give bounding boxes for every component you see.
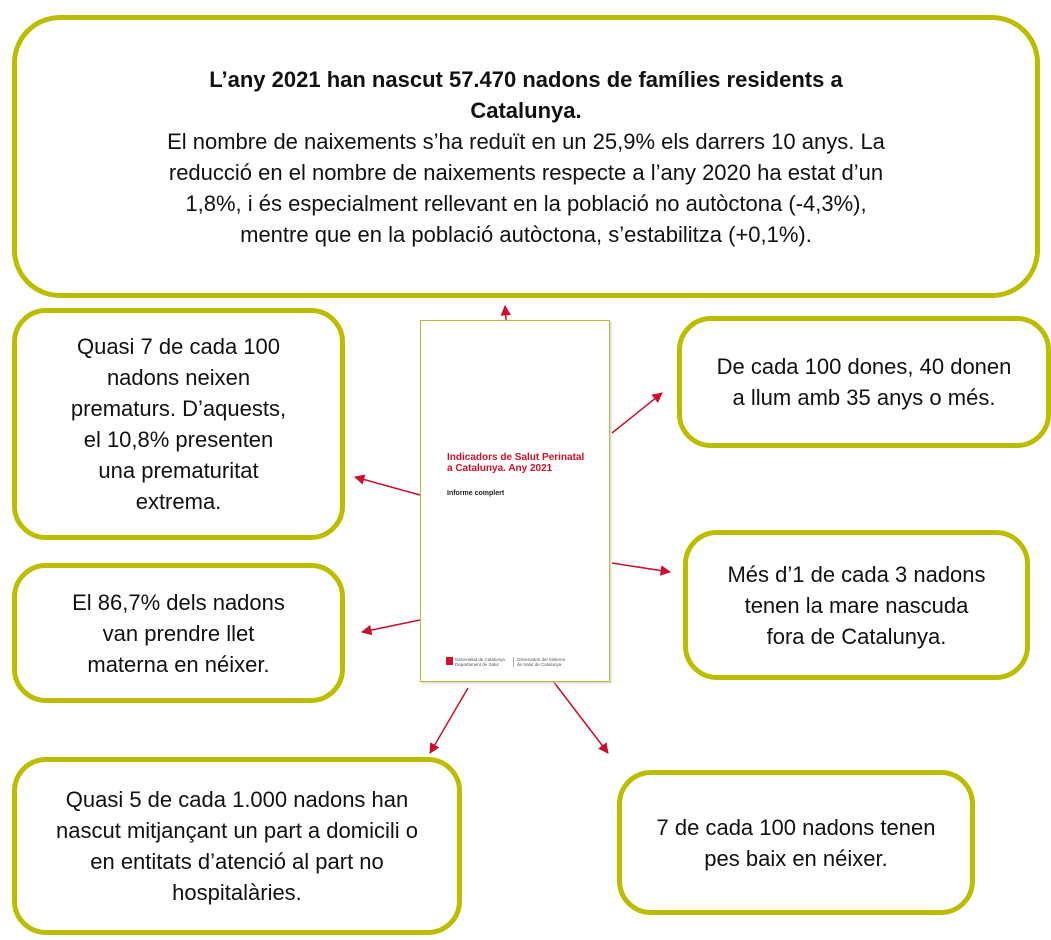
card-text: Quasi 5 de cada 1.000 nadons han <box>65 787 409 812</box>
fact-card: De cada 100 dones, 40 donen a llum amb 35… <box>677 316 1051 448</box>
arrow <box>552 680 609 754</box>
card-text: el 10,8% presenten <box>83 427 274 452</box>
fact-card: Quasi 7 de cada 100 nadons neixen prematur… <box>12 308 345 540</box>
summary-box: L’any 2021 han nascut 57.470 nadons de f… <box>12 15 1040 298</box>
card-text: Quasi 7 de cada 100 <box>76 334 281 359</box>
fact-card: El 86,7% dels nadons van prendre llet mate… <box>12 563 345 703</box>
arrow-group <box>353 304 672 754</box>
footer-line: Generalitat de Catalunya <box>455 657 505 662</box>
card-text: materna en néixer. <box>87 651 270 677</box>
summary-text: mentre que en la població autòctona, s’e… <box>240 221 812 247</box>
footer-left: Generalitat de Catalunya Departament de S… <box>455 657 505 667</box>
card-text: Més d’1 de cada 3 nadons <box>727 561 986 587</box>
arrow <box>429 687 469 754</box>
report-title-line: a Catalunya. Any 2021 <box>447 463 553 474</box>
report-cover: Indicadors de Salut Perinatal a Catalunya… <box>420 320 610 682</box>
card-text: una prematuritat <box>98 458 259 483</box>
summary-text: El nombre de naixements s’ha reduït en u… <box>167 128 885 154</box>
card-text: El 86,7% dels nadons <box>72 589 285 615</box>
card-text: a llum amb 35 anys o més. <box>732 385 996 410</box>
arrow <box>360 619 421 636</box>
summary-text: 1,8%, i és especialment rellevant en la … <box>185 190 867 216</box>
card-text: nascut mitjançant un part a domicili o <box>56 818 418 843</box>
fact-card: Quasi 5 de cada 1.000 nadons han nascut m… <box>12 757 462 935</box>
report-subtitle: Informe complert <box>447 490 505 497</box>
fact-card: 7 de cada 100 nadons tenen pes baix en né… <box>617 770 975 915</box>
card-text: van prendre llet <box>102 620 255 646</box>
card-text: nadons neixen <box>106 365 251 390</box>
card-text: pes baix en néixer. <box>704 845 888 871</box>
card-text: prematurs. D’aquests, <box>70 396 287 421</box>
footer-line: Observatori del Sistema <box>517 657 566 662</box>
card-text: hospitalàries. <box>172 880 302 905</box>
footer-line: Departament de Salut <box>455 662 499 667</box>
report-title-line: Indicadors de Salut Perinatal <box>447 452 585 463</box>
arrow <box>353 474 421 496</box>
footer-right: Observatori del Sistema de Salut de Catal… <box>513 657 565 667</box>
summary-text: reducció en el nombre de naixements resp… <box>168 159 884 185</box>
footer-line: de Salut de Catalunya <box>517 662 562 667</box>
card-text: extrema. <box>135 489 222 514</box>
card-text: De cada 100 dones, 40 donen <box>716 354 1012 379</box>
arrow <box>611 392 663 434</box>
report-title: Indicadors de Salut Perinatal a Catalunya… <box>447 452 584 474</box>
arrow <box>611 562 672 576</box>
card-text: tenen la mare nascuda <box>744 592 969 618</box>
summary-title: Catalunya. <box>470 97 582 123</box>
summary-title: L’any 2021 han nascut 57.470 nadons de f… <box>209 66 843 92</box>
card-text: en entitats d’atenció al part no <box>90 849 384 874</box>
card-text: 7 de cada 100 nadons tenen <box>656 814 936 840</box>
logo <box>446 657 453 665</box>
card-text: fora de Catalunya. <box>766 623 947 649</box>
fact-card: Més d’1 de cada 3 nadons tenen la mare na… <box>683 530 1030 680</box>
